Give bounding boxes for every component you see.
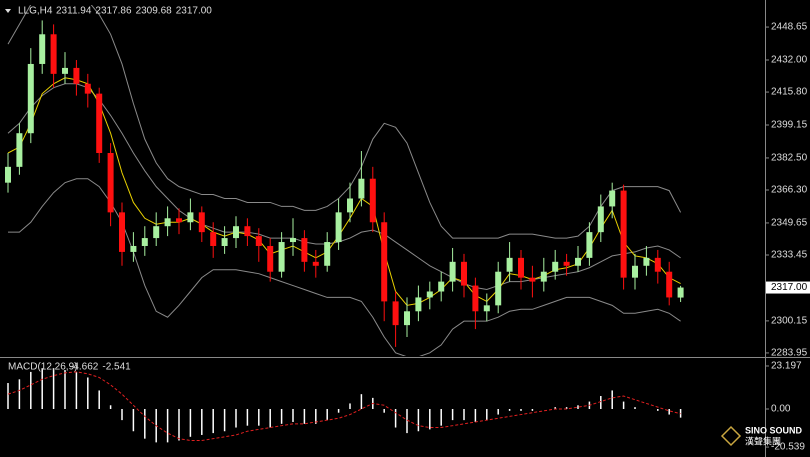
y-tick-label: 2399.15	[771, 120, 808, 131]
candle-body	[449, 261, 456, 282]
current-price-box	[766, 281, 810, 294]
candle-body	[210, 232, 217, 246]
candle-body	[529, 277, 536, 282]
candle-body	[130, 245, 137, 252]
y-tick-label: 2366.30	[771, 185, 808, 196]
candle-body	[27, 63, 34, 134]
y-tick-label: 2317.00	[771, 282, 808, 293]
candle-body	[255, 236, 262, 246]
candle-body	[426, 291, 433, 298]
y-tick-label: 2382.50	[771, 153, 808, 164]
candle-body	[119, 212, 125, 252]
candle-body	[164, 218, 171, 227]
candle-body	[335, 212, 342, 243]
candle-body	[381, 222, 388, 302]
price-panel	[5, 5, 684, 356]
candle-body	[176, 218, 182, 223]
candle-body	[552, 261, 559, 272]
candle-body	[233, 226, 239, 239]
header-value: 2317.86	[95, 6, 132, 17]
y-tick-label: 2432.00	[771, 55, 808, 66]
candle-body	[73, 67, 80, 84]
candle-body	[221, 238, 228, 246]
y-tick-label: 0.00	[771, 404, 791, 415]
candle-body	[438, 281, 445, 292]
candle-body	[575, 257, 581, 266]
candle-body	[415, 297, 422, 312]
macd-title: MACD(12,26,9)	[8, 362, 77, 373]
candle-body	[483, 305, 490, 312]
y-tick-label: 2415.80	[771, 87, 808, 98]
logo-icon	[720, 425, 742, 447]
candle-body	[62, 67, 68, 74]
y-tick-label: 2349.65	[771, 218, 808, 229]
candle-body	[358, 178, 365, 199]
candle-body	[506, 257, 513, 272]
candle-body	[187, 212, 194, 223]
macd-panel	[7, 368, 682, 443]
candle-body	[620, 190, 627, 278]
y-tick-label: 2448.65	[771, 22, 808, 33]
candle-body	[16, 133, 23, 167]
header-value: 2317.00	[176, 6, 213, 17]
candle-body	[392, 301, 399, 326]
menu-triangle	[5, 9, 11, 13]
brand-subtitle: 漢聲集團	[745, 435, 781, 446]
axes: 2448.65 2432.00 2415.80 2399.15 2382.50 2366.…	[765, 22, 810, 453]
candle-body	[278, 242, 285, 272]
candle-body	[518, 257, 524, 278]
candle-body	[472, 285, 479, 312]
signal-line	[7, 371, 681, 442]
candle-body	[677, 287, 684, 298]
y-tick-label: 2283.95	[771, 348, 808, 359]
candle-body	[597, 206, 604, 233]
candle-body	[654, 257, 661, 272]
candle-body	[632, 265, 638, 278]
header-value: 2311.94	[56, 6, 92, 17]
watermark: SINO SOUND 漢聲集團	[720, 425, 803, 447]
candle-body	[404, 311, 410, 326]
candle-body	[369, 178, 376, 223]
candle-body	[324, 242, 331, 266]
candle-body	[461, 261, 467, 286]
candle-body	[96, 93, 103, 153]
candle-body	[301, 238, 308, 262]
candle-body	[141, 238, 148, 246]
candle-body	[290, 238, 296, 243]
candle-body	[586, 232, 593, 258]
candle-body	[50, 34, 57, 74]
candle-body	[198, 212, 205, 233]
candle-body	[267, 245, 274, 272]
bollinger-band	[7, 83, 681, 291]
candle-body	[39, 34, 46, 64]
header-value: 2309.68	[136, 6, 173, 17]
y-tick-label: 2300.15	[771, 316, 808, 327]
candle-body	[347, 198, 353, 213]
candle-body	[5, 166, 11, 183]
candle-body	[643, 257, 650, 266]
brand: SINO SOUND	[745, 425, 803, 435]
y-tick-label: 23.197	[771, 361, 802, 372]
candle-body	[107, 152, 114, 213]
macd-readout: -2.541	[102, 362, 131, 373]
macd-readout: -4.662	[70, 362, 99, 373]
candle-body	[666, 271, 673, 298]
candle-body	[84, 83, 91, 94]
candle-body	[312, 261, 319, 266]
candle-body	[540, 271, 547, 282]
candle-body	[495, 271, 502, 306]
candle-body	[244, 226, 251, 237]
y-tick-label: -20.539	[771, 442, 805, 453]
bollinger-band	[7, 5, 682, 239]
candle-body	[609, 190, 616, 207]
candle-body	[563, 261, 570, 266]
candle-body	[153, 226, 160, 239]
symbol-title: LLG,H4	[18, 6, 53, 17]
y-tick-label: 2333.45	[771, 250, 808, 261]
moving-average	[7, 77, 681, 306]
